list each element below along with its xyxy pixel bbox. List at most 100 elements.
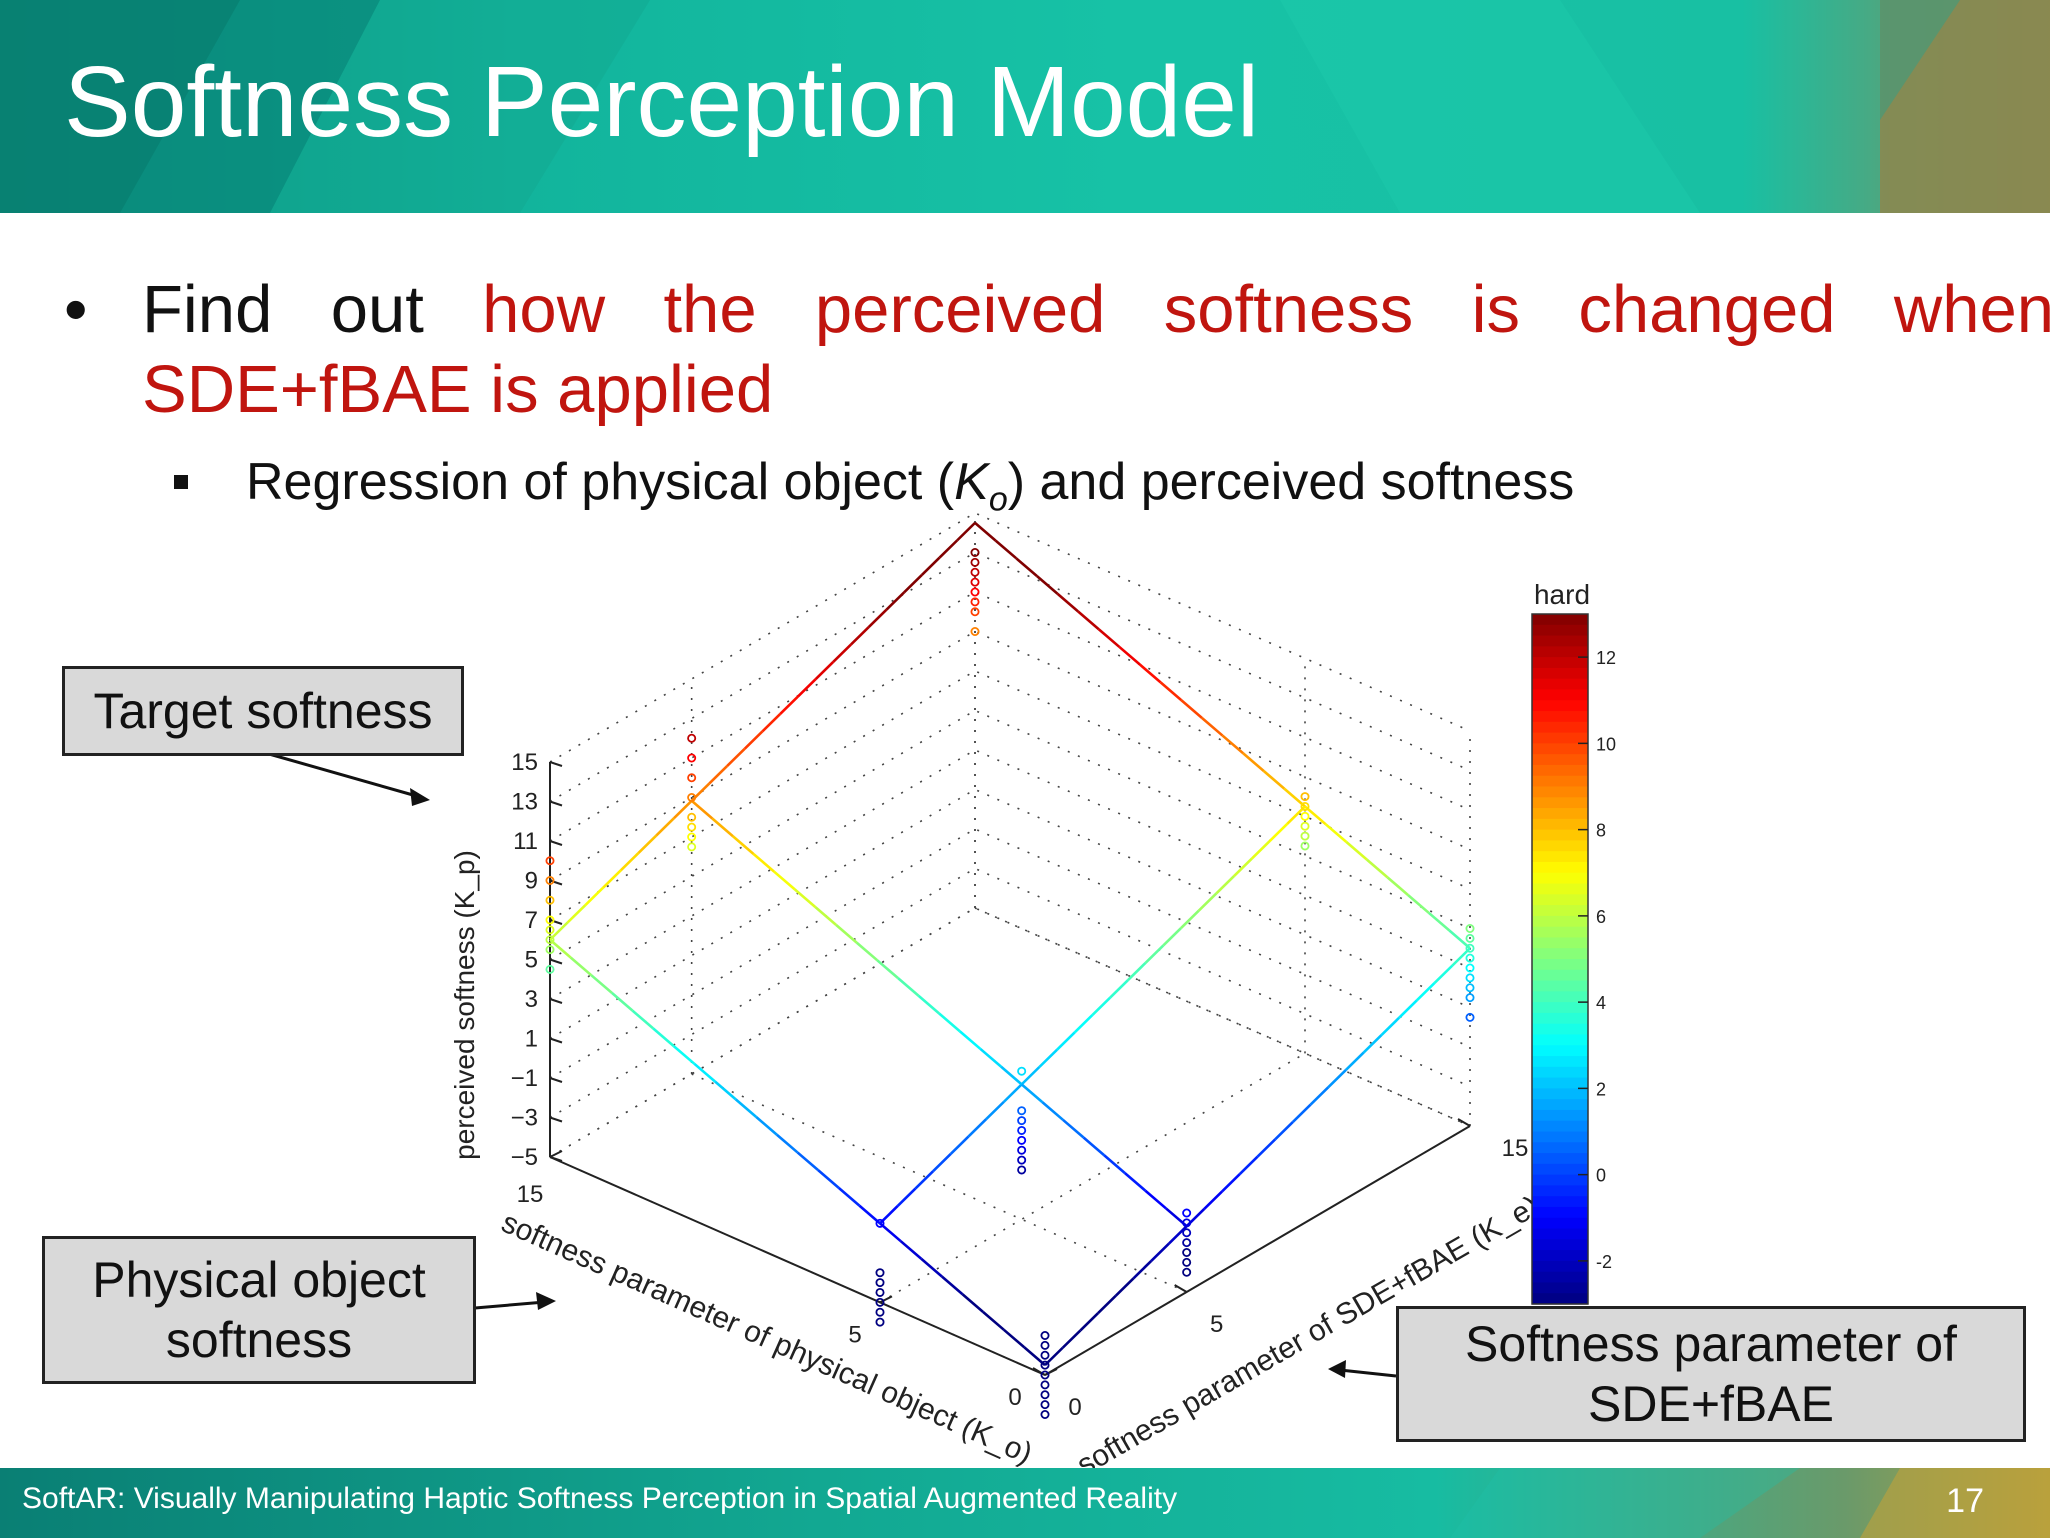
colorbar-segment [1532, 635, 1588, 647]
surface-edge [814, 906, 837, 926]
colorbar-segment [1532, 1012, 1588, 1025]
data-point [1182, 1218, 1192, 1228]
surface-edge [941, 1275, 964, 1296]
colorbar-segment [1532, 657, 1588, 669]
surface-edge [867, 608, 888, 629]
colorbar-segment [1532, 1023, 1588, 1036]
surface-edge [1201, 716, 1224, 737]
surface-edge [917, 994, 941, 1015]
sub-bullet-square [174, 475, 188, 489]
surface-edge [817, 1169, 840, 1189]
colorbar-segment [1532, 1163, 1588, 1176]
data-point [875, 1317, 885, 1327]
sub-bullet-text: Regression of physical object (Ko) and p… [246, 453, 1575, 519]
surface-edge [779, 695, 799, 715]
surface-edge [1041, 1101, 1064, 1121]
surface-edge [637, 834, 658, 854]
data-point [545, 895, 555, 905]
data-point [1300, 811, 1310, 821]
colorbar-segment [1532, 1099, 1588, 1111]
surface-edge [1242, 752, 1265, 772]
surface-edge [1415, 982, 1436, 1002]
surface-edge [1023, 1346, 1046, 1367]
data-point [1017, 1145, 1027, 1155]
surface-edge [1238, 1155, 1259, 1175]
colorbar-segment [1532, 840, 1588, 852]
surface-edge [1127, 961, 1147, 982]
colorbar-segment [1532, 721, 1588, 734]
surface-edge [914, 1170, 935, 1190]
data-point [687, 822, 697, 832]
surface-edge [711, 817, 734, 838]
surface-edge [1150, 1242, 1170, 1262]
data-point [1300, 801, 1310, 811]
y-tick [1174, 1284, 1188, 1293]
surface-edge [752, 852, 776, 873]
data-point [1040, 1340, 1050, 1350]
grid-line [549, 828, 1471, 1079]
surface-edge [1036, 575, 1059, 595]
x-axis-title: softness parameter of physical object (K… [497, 1206, 1037, 1471]
surface-edge [793, 888, 817, 909]
colorbar-segment [1532, 894, 1588, 906]
surface-edge [1366, 858, 1389, 879]
surface-edge [1077, 610, 1100, 631]
z-tick [549, 879, 563, 886]
surface-edge [655, 817, 675, 837]
surface-edge [1132, 1259, 1153, 1280]
surface-edge [858, 1204, 881, 1225]
surface-edge [876, 959, 899, 980]
colorbar-segment [1532, 754, 1588, 766]
data-point [1465, 933, 1475, 943]
z-tick [549, 761, 563, 767]
surface-edge [835, 923, 858, 944]
z-tick [549, 1077, 563, 1083]
surface-edge [958, 1030, 982, 1050]
data-point [687, 733, 697, 743]
surface-edge [1256, 1138, 1277, 1158]
surface-edge [938, 1012, 961, 1033]
surface-edge [1123, 1172, 1147, 1192]
grid-line [549, 512, 1471, 763]
data-point [687, 812, 697, 822]
surface-edge [1433, 964, 1454, 984]
grid-line [691, 1073, 1187, 1293]
bullet-word: perceived [814, 272, 1106, 347]
slide-footer: SoftAR: Visually Manipulating Haptic Sof… [0, 1468, 2050, 1538]
data-point [1017, 1106, 1027, 1116]
bullet-word: changed [1578, 272, 1836, 347]
y-tick-label: 0 [1068, 1394, 1081, 1421]
surface-edge [1380, 1016, 1401, 1037]
surface-edge [899, 1240, 923, 1260]
surface-edge [1345, 840, 1368, 861]
data-point [1040, 1380, 1050, 1390]
colorbar-segment [1532, 624, 1588, 637]
colorbar-segment [1532, 775, 1588, 788]
data-point [1182, 1248, 1192, 1258]
surface-edge [1304, 805, 1327, 826]
surface-edge [1250, 840, 1271, 860]
surface-edge [569, 956, 593, 977]
colorbar-segment [1532, 991, 1588, 1003]
colorbar-segment [1532, 689, 1588, 701]
colorbar-segment [1532, 1002, 1588, 1014]
surface-edge [773, 870, 796, 891]
z-tick [549, 840, 563, 846]
colorbar-segment [1532, 829, 1588, 842]
colorbar-segment [1532, 1217, 1588, 1230]
colorbar-segment [1532, 678, 1588, 691]
surface-edge [1020, 1083, 1044, 1104]
colorbar-segment [1532, 1185, 1588, 1197]
colorbar-segment [1532, 1142, 1588, 1154]
surface-edge [1345, 1051, 1365, 1071]
data-point [875, 1297, 885, 1307]
colorbar-segment [1532, 1271, 1588, 1284]
data-point [1017, 1135, 1027, 1145]
data-point [1040, 1370, 1050, 1380]
z-tick-label: −5 [511, 1144, 538, 1171]
surface-edge [1427, 911, 1451, 932]
surface-edge [652, 1027, 675, 1048]
slide-header: Softness Perception Model [0, 0, 2050, 213]
data-point [970, 597, 980, 607]
colorbar-tick-label: 4 [1596, 993, 1606, 1013]
